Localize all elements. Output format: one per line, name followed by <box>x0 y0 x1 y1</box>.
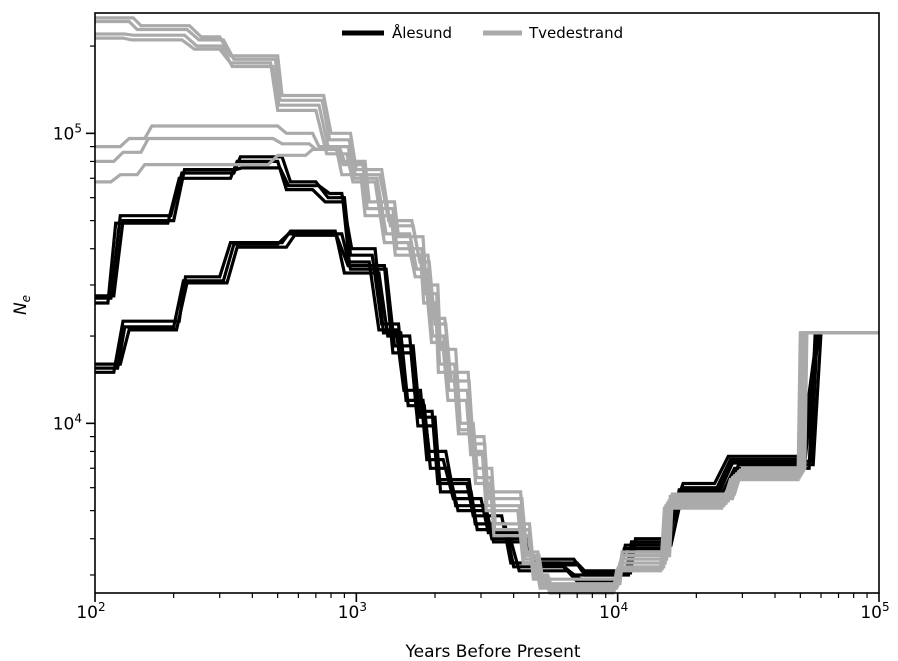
series-lines <box>95 16 879 595</box>
series-line-tvedestrand-12 <box>95 147 879 595</box>
series-line-tvedestrand-10 <box>95 124 879 590</box>
y-axis-label: Ne <box>11 295 33 315</box>
x-tick-label-exponent: 4 <box>621 600 629 614</box>
y-tick-label-exponent: 4 <box>74 411 82 425</box>
x-tick-label: 105 <box>860 600 889 623</box>
legend-label-alesund: Ålesund <box>392 23 452 42</box>
y-axis-label-subscript: e <box>19 295 33 302</box>
y-tick-label: 105 <box>53 121 82 144</box>
series-line-tvedestrand-11 <box>95 136 879 593</box>
legend: Ålesund Tvedestrand <box>342 23 623 42</box>
x-tick-label-exponent: 3 <box>359 600 367 614</box>
y-axis-label-main: N <box>11 302 31 315</box>
x-tick-label-base: 10 <box>599 603 621 623</box>
y-tick-label-base: 10 <box>53 124 75 144</box>
y-tick-label-base: 10 <box>53 414 75 434</box>
x-tick-label: 103 <box>338 600 367 623</box>
x-tick-label-base: 10 <box>338 603 360 623</box>
axis-ticks <box>86 45 880 602</box>
x-tick-label-exponent: 5 <box>882 600 890 614</box>
plot-frame <box>94 12 880 594</box>
x-tick-label-exponent: 2 <box>98 600 106 614</box>
y-tick-label: 104 <box>53 411 82 434</box>
y-tick-label-exponent: 5 <box>74 121 82 135</box>
x-axis-label: Years Before Present <box>404 642 580 661</box>
x-tick-label: 104 <box>599 600 628 623</box>
legend-label-tvedestrand: Tvedestrand <box>528 24 623 42</box>
x-tick-labels: 102 103 104 105 <box>76 600 889 623</box>
x-tick-label-base: 10 <box>860 603 882 623</box>
x-tick-label-base: 10 <box>76 603 98 623</box>
x-tick-label: 102 <box>76 600 105 623</box>
